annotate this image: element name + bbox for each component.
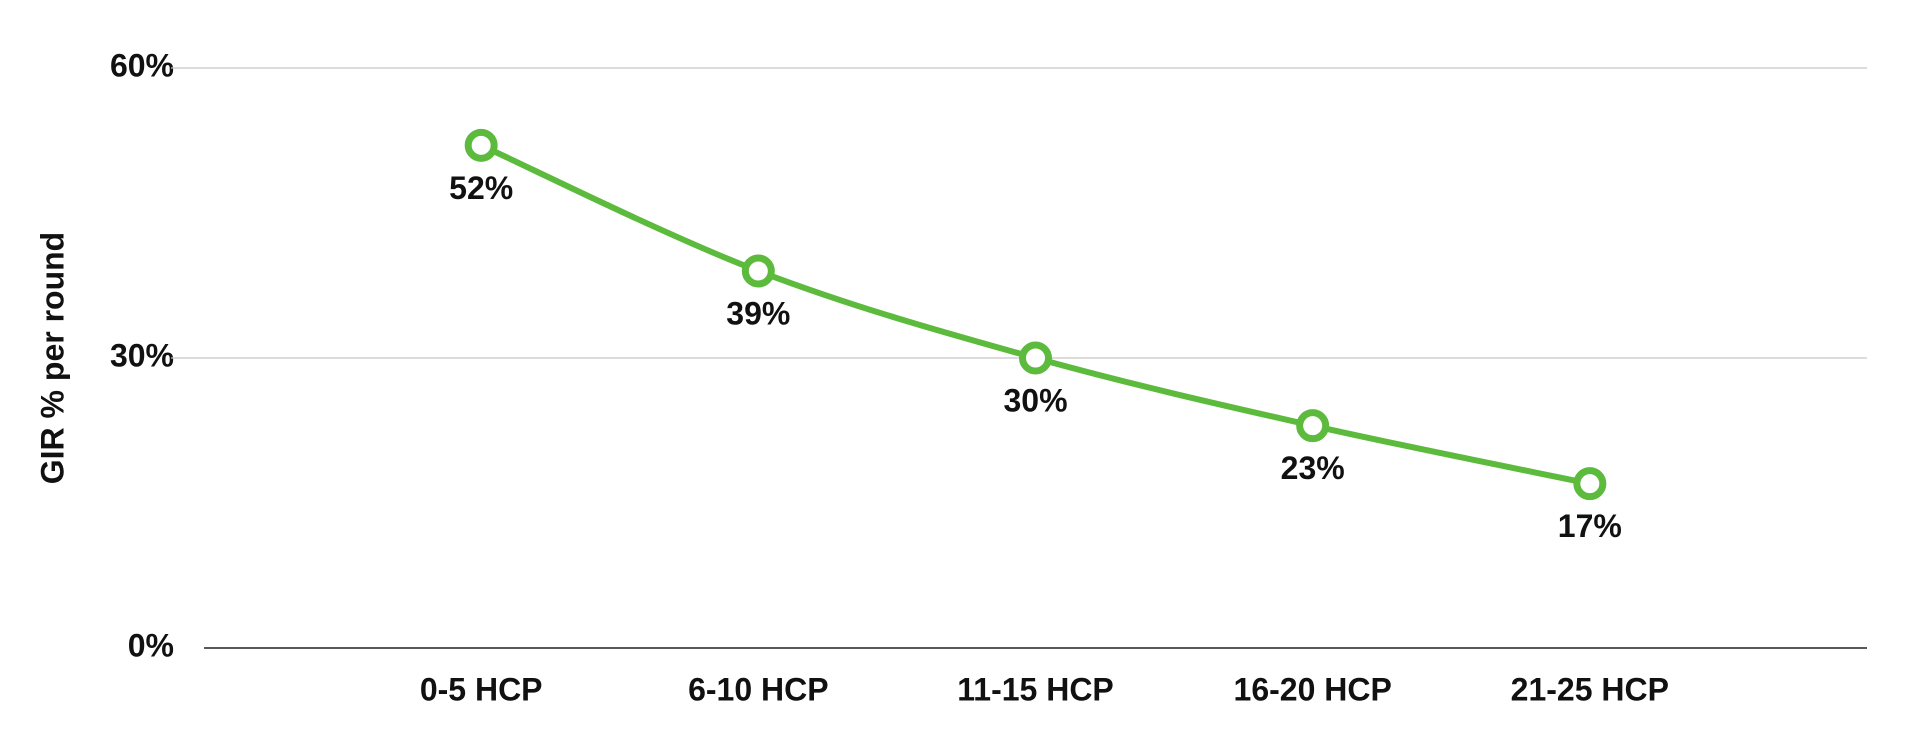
data-label: 23% [1281,450,1345,486]
y-tick-label: 60% [110,47,174,83]
x-tick-label: 0-5 HCP [420,671,543,707]
data-label: 17% [1558,508,1622,544]
data-label: 52% [449,170,513,206]
x-tick-label: 11-15 HCP [957,671,1114,707]
y-tick-label: 30% [110,337,174,373]
data-point [1573,467,1607,501]
data-point [1296,409,1330,443]
x-tick-label: 16-20 HCP [1234,671,1392,707]
data-label: 30% [1003,382,1067,418]
y-axis-title: GIR % per round [34,232,70,484]
x-tick-label: 6-10 HCP [688,671,829,707]
data-point [741,254,775,288]
y-tick-label: 0% [128,627,174,663]
data-label: 39% [726,295,790,331]
series-line [478,142,1593,487]
data-point [464,128,498,162]
x-tick-label: 21-25 HCP [1511,671,1669,707]
data-point [1019,341,1052,375]
